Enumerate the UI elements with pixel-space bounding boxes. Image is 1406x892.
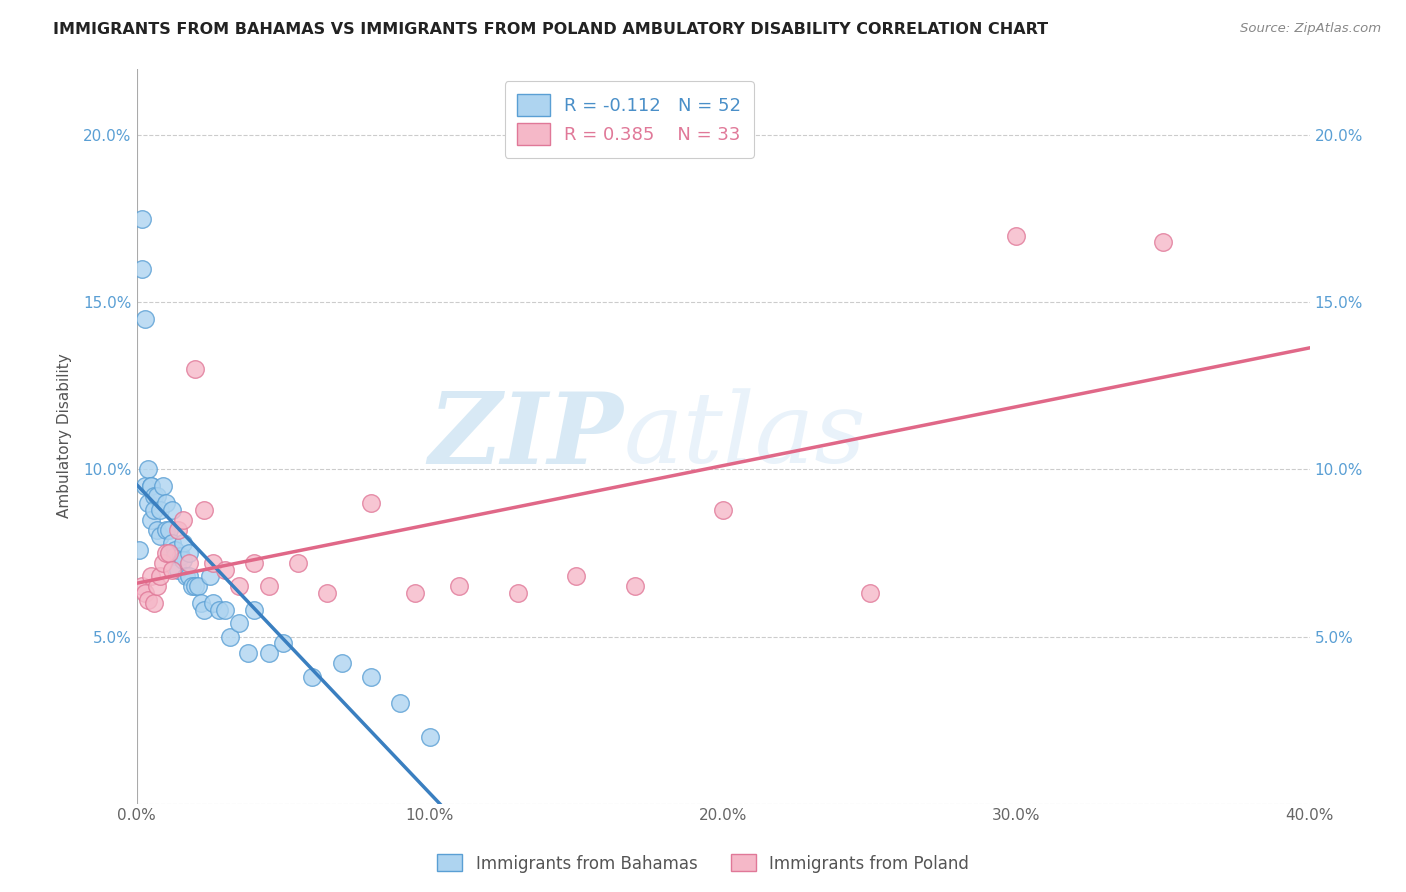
Point xyxy=(160,502,183,516)
Point xyxy=(155,546,177,560)
Point xyxy=(243,603,266,617)
Point xyxy=(163,549,186,564)
Point xyxy=(157,546,180,560)
Point xyxy=(219,630,242,644)
Point xyxy=(316,586,339,600)
Point xyxy=(179,546,201,560)
Point xyxy=(134,479,156,493)
Text: atlas: atlas xyxy=(623,388,866,483)
Point xyxy=(184,579,207,593)
Point xyxy=(143,502,166,516)
Text: IMMIGRANTS FROM BAHAMAS VS IMMIGRANTS FROM POLAND AMBULATORY DISABILITY CORRELAT: IMMIGRANTS FROM BAHAMAS VS IMMIGRANTS FR… xyxy=(53,22,1049,37)
Point xyxy=(160,563,183,577)
Point xyxy=(214,603,236,617)
Point xyxy=(155,523,177,537)
Point xyxy=(157,546,180,560)
Point xyxy=(149,502,172,516)
Point xyxy=(190,596,212,610)
Point xyxy=(243,556,266,570)
Text: Source: ZipAtlas.com: Source: ZipAtlas.com xyxy=(1240,22,1381,36)
Point xyxy=(143,489,166,503)
Point xyxy=(172,513,194,527)
Point xyxy=(157,523,180,537)
Point xyxy=(131,579,153,593)
Point xyxy=(149,529,172,543)
Point xyxy=(141,479,163,493)
Point xyxy=(146,579,169,593)
Point xyxy=(141,479,163,493)
Point xyxy=(389,697,412,711)
Point xyxy=(179,556,201,570)
Point xyxy=(179,569,201,583)
Point xyxy=(1005,228,1028,243)
Y-axis label: Ambulatory Disability: Ambulatory Disability xyxy=(58,354,72,518)
Point xyxy=(624,579,647,593)
Point xyxy=(257,646,280,660)
Point xyxy=(208,603,231,617)
Point xyxy=(228,616,250,631)
Point xyxy=(330,657,353,671)
Point xyxy=(184,362,207,376)
Point xyxy=(201,596,224,610)
Point xyxy=(143,596,166,610)
Point xyxy=(360,670,382,684)
Point xyxy=(166,523,188,537)
Point xyxy=(404,586,426,600)
Point xyxy=(287,556,309,570)
Point xyxy=(172,552,194,566)
Point xyxy=(176,569,198,583)
Point xyxy=(1152,235,1174,250)
Point xyxy=(506,586,529,600)
Point xyxy=(198,569,221,583)
Point xyxy=(136,462,159,476)
Point xyxy=(141,513,163,527)
Point xyxy=(257,579,280,593)
Point xyxy=(201,556,224,570)
Point xyxy=(181,579,204,593)
Point xyxy=(146,489,169,503)
Point xyxy=(187,579,209,593)
Point xyxy=(152,556,174,570)
Point xyxy=(271,636,294,650)
Point xyxy=(152,479,174,493)
Point xyxy=(134,312,156,326)
Point xyxy=(236,646,259,660)
Point xyxy=(449,579,471,593)
Point xyxy=(169,549,191,564)
Point xyxy=(149,569,172,583)
Point xyxy=(146,523,169,537)
Point xyxy=(128,542,150,557)
Point xyxy=(155,496,177,510)
Point xyxy=(565,569,588,583)
Point xyxy=(166,563,188,577)
Point xyxy=(141,569,163,583)
Point xyxy=(228,579,250,593)
Point xyxy=(859,586,882,600)
Point xyxy=(360,496,382,510)
Point xyxy=(136,496,159,510)
Point xyxy=(136,592,159,607)
Legend: Immigrants from Bahamas, Immigrants from Poland: Immigrants from Bahamas, Immigrants from… xyxy=(430,847,976,880)
Point xyxy=(172,536,194,550)
Point xyxy=(163,542,186,557)
Point xyxy=(711,502,734,516)
Legend: R = -0.112   N = 52, R = 0.385    N = 33: R = -0.112 N = 52, R = 0.385 N = 33 xyxy=(505,81,754,158)
Point xyxy=(419,730,441,744)
Point xyxy=(193,603,215,617)
Point xyxy=(131,211,153,226)
Point xyxy=(131,262,153,277)
Point xyxy=(301,670,323,684)
Point xyxy=(134,586,156,600)
Text: ZIP: ZIP xyxy=(429,388,623,484)
Point xyxy=(214,563,236,577)
Point xyxy=(193,502,215,516)
Point xyxy=(160,536,183,550)
